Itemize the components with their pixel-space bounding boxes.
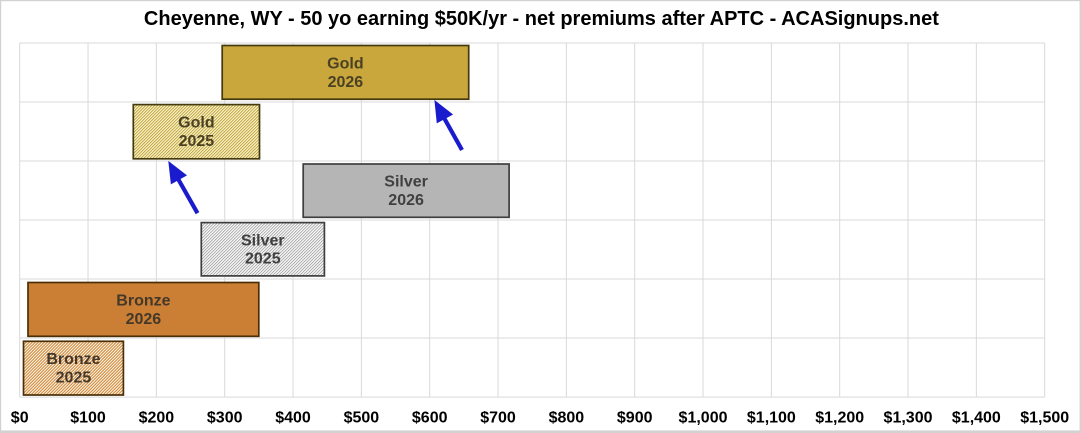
svg-text:$100: $100 <box>70 409 106 426</box>
svg-text:$1,000: $1,000 <box>679 409 728 426</box>
svg-text:Silver: Silver <box>384 174 428 191</box>
svg-text:Silver: Silver <box>241 232 285 249</box>
svg-text:$1,200: $1,200 <box>815 409 864 426</box>
svg-text:$700: $700 <box>480 409 516 426</box>
svg-text:Gold: Gold <box>327 55 363 72</box>
svg-text:$900: $900 <box>617 409 653 426</box>
svg-text:$400: $400 <box>275 409 311 426</box>
svg-text:Cheyenne, WY - 50 yo earning $: Cheyenne, WY - 50 yo earning $50K/yr - n… <box>144 8 939 30</box>
svg-text:2025: 2025 <box>56 370 92 387</box>
svg-text:2025: 2025 <box>179 133 215 150</box>
svg-text:$500: $500 <box>344 409 380 426</box>
svg-text:$1,500: $1,500 <box>1020 409 1069 426</box>
svg-text:Gold: Gold <box>178 115 214 132</box>
svg-text:Bronze: Bronze <box>46 351 100 368</box>
svg-text:$1,300: $1,300 <box>884 409 933 426</box>
svg-text:$800: $800 <box>549 409 585 426</box>
svg-text:$1,100: $1,100 <box>747 409 796 426</box>
svg-text:$600: $600 <box>412 409 448 426</box>
svg-text:$200: $200 <box>139 409 175 426</box>
svg-text:$300: $300 <box>207 409 243 426</box>
svg-text:$0: $0 <box>11 409 29 426</box>
svg-text:Bronze: Bronze <box>116 292 170 309</box>
svg-text:2025: 2025 <box>245 251 281 268</box>
svg-text:$1,400: $1,400 <box>952 409 1001 426</box>
svg-text:2026: 2026 <box>328 74 364 91</box>
svg-text:2026: 2026 <box>388 192 424 209</box>
svg-text:2026: 2026 <box>126 311 162 328</box>
